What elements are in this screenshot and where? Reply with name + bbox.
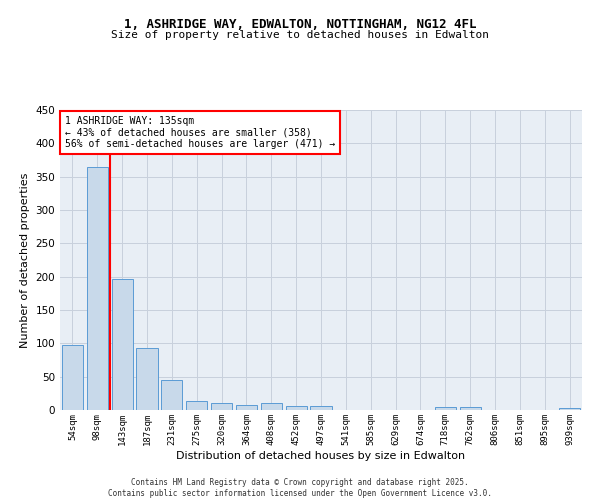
Bar — [161, 380, 182, 410]
Text: 1, ASHRIDGE WAY, EDWALTON, NOTTINGHAM, NG12 4FL: 1, ASHRIDGE WAY, EDWALTON, NOTTINGHAM, N… — [124, 18, 476, 30]
Bar — [310, 406, 332, 410]
Bar — [460, 408, 481, 410]
Bar — [186, 400, 207, 410]
Bar — [62, 344, 83, 410]
X-axis label: Distribution of detached houses by size in Edwalton: Distribution of detached houses by size … — [176, 450, 466, 460]
Bar — [286, 406, 307, 410]
Bar — [211, 404, 232, 410]
Text: Size of property relative to detached houses in Edwalton: Size of property relative to detached ho… — [111, 30, 489, 40]
Bar — [261, 404, 282, 410]
Text: 1 ASHRIDGE WAY: 135sqm
← 43% of detached houses are smaller (358)
56% of semi-de: 1 ASHRIDGE WAY: 135sqm ← 43% of detached… — [65, 116, 335, 149]
Bar — [435, 406, 456, 410]
Bar — [559, 408, 580, 410]
Bar — [236, 406, 257, 410]
Y-axis label: Number of detached properties: Number of detached properties — [20, 172, 30, 348]
Bar — [112, 280, 133, 410]
Text: Contains HM Land Registry data © Crown copyright and database right 2025.
Contai: Contains HM Land Registry data © Crown c… — [108, 478, 492, 498]
Bar — [136, 348, 158, 410]
Bar — [87, 168, 108, 410]
